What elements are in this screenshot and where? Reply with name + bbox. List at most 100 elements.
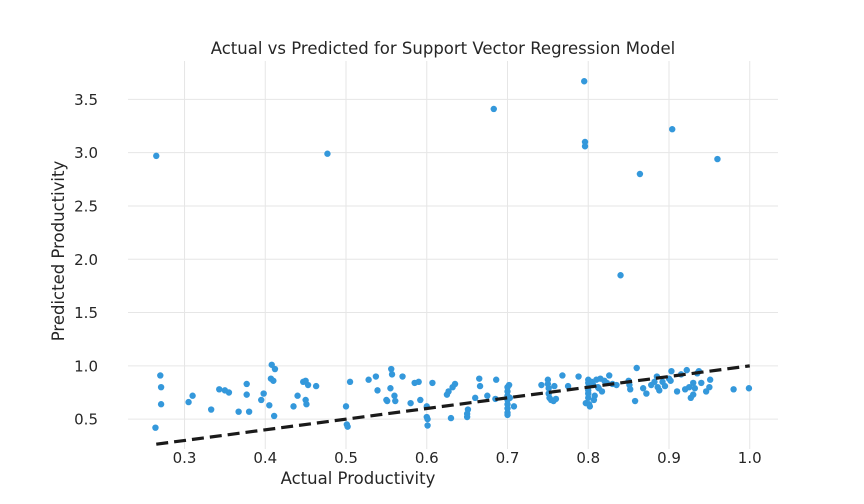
data-point: [510, 403, 518, 410]
data-point: [424, 422, 431, 429]
data-point: [667, 377, 674, 384]
data-point: [691, 385, 699, 392]
data-point: [157, 372, 164, 379]
data-point: [673, 388, 681, 395]
reference-line: [156, 364, 750, 446]
data-point: [374, 387, 381, 394]
data-point: [294, 392, 301, 399]
data-point: [243, 380, 250, 388]
data-point: [613, 381, 620, 389]
data-point: [303, 401, 310, 408]
data-point: [706, 383, 713, 391]
data-point: [266, 402, 273, 409]
data-point: [575, 373, 582, 380]
data-point: [627, 386, 634, 393]
data-point: [506, 394, 514, 402]
data-point: [504, 411, 511, 419]
data-point: [538, 381, 545, 389]
data-point: [365, 376, 372, 383]
data-point: [391, 392, 398, 399]
x-tick-label: 0.6: [415, 449, 439, 467]
data-point: [451, 380, 459, 388]
data-point: [407, 399, 414, 407]
grid-lines: [128, 61, 778, 449]
data-point: [545, 385, 552, 392]
data-point: [631, 397, 639, 405]
data-point: [476, 375, 483, 382]
data-point: [706, 376, 714, 383]
data-point: [260, 390, 267, 397]
data-point: [581, 78, 588, 85]
data-point: [152, 424, 159, 431]
data-point: [207, 406, 215, 413]
x-tick-label: 0.9: [657, 449, 681, 467]
data-point: [153, 152, 160, 160]
data-point: [492, 376, 500, 383]
data-point: [324, 150, 331, 157]
data-point: [668, 367, 675, 375]
y-tick-label: 2.5: [74, 197, 98, 215]
data-point: [399, 373, 406, 380]
reference-line-group: [156, 364, 750, 446]
data-point: [651, 378, 658, 386]
x-tick-label: 0.8: [576, 449, 600, 467]
data-point: [551, 382, 558, 390]
data-point: [372, 373, 380, 380]
y-tick-label: 0.5: [74, 411, 98, 429]
y-tick-label: 2.0: [74, 251, 98, 269]
data-point: [270, 377, 277, 384]
data-point: [245, 408, 253, 415]
data-point: [445, 388, 452, 395]
data-point: [490, 105, 497, 113]
data-point: [639, 385, 647, 392]
data-point: [559, 372, 566, 379]
data-point: [669, 126, 676, 133]
data-point: [383, 397, 391, 405]
data-point: [714, 155, 721, 163]
data-point: [290, 403, 297, 410]
data-point: [564, 382, 572, 390]
data-point: [633, 364, 640, 372]
x-tick-label: 0.4: [253, 449, 277, 467]
data-point: [698, 379, 705, 387]
data-point: [312, 382, 320, 390]
data-point: [271, 365, 279, 373]
data-point: [447, 414, 455, 422]
data-point: [189, 392, 196, 399]
data-point: [581, 143, 589, 150]
data-point: [683, 366, 690, 374]
data-point: [392, 397, 399, 405]
data-point: [598, 388, 606, 395]
data-point: [636, 170, 644, 178]
y-tick-label: 3.5: [74, 91, 98, 109]
data-point: [157, 401, 165, 408]
data-point: [476, 382, 484, 390]
data-point: [243, 391, 250, 398]
data-point: [270, 412, 278, 420]
data-point: [464, 406, 472, 413]
data-point: [417, 396, 424, 404]
data-point: [585, 394, 592, 402]
data-point: [185, 398, 192, 406]
data-point: [484, 392, 491, 399]
data-point: [424, 415, 431, 423]
data-point: [415, 378, 422, 386]
data-point: [429, 379, 436, 387]
data-point: [643, 390, 650, 397]
data-point: [387, 385, 394, 392]
y-tick-label: 1.5: [74, 304, 98, 322]
x-axis-label: Actual Productivity: [281, 469, 436, 488]
data-point: [685, 383, 693, 391]
x-tick-label: 0.3: [173, 449, 197, 467]
x-tick-labels: 0.3 0.4 0.5 0.6 0.7 0.8 0.9 1.0: [173, 449, 762, 467]
data-point: [235, 408, 242, 415]
data-point: [656, 387, 663, 394]
data-point: [304, 381, 312, 389]
data-point: [216, 386, 223, 393]
data-point: [690, 379, 697, 387]
data-point: [690, 391, 697, 398]
data-point: [342, 403, 350, 410]
data-point: [586, 403, 594, 410]
data-point: [344, 423, 351, 430]
